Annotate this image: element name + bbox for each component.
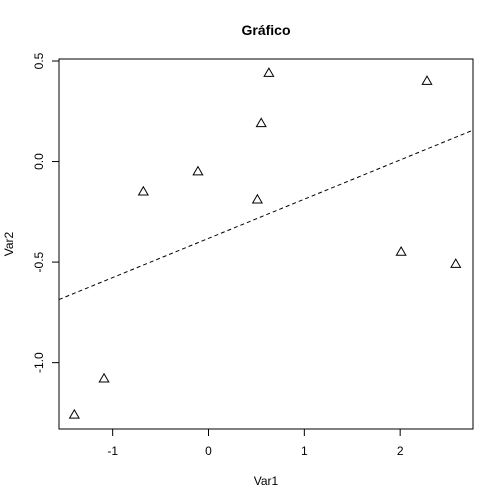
trend-line [58,129,474,301]
data-point [395,246,407,256]
x-axis: -1 0 1 2 [107,429,404,458]
data-point [98,372,110,383]
x-axis-label: Var1 [254,474,279,488]
data-points [68,67,462,419]
x-tick-label: -1 [107,444,118,458]
data-point [263,67,275,77]
y-tick-label: 0.0 [32,153,46,170]
y-axis: -1.0 -0.5 0.0 0.5 [32,52,59,373]
data-point [421,75,433,85]
data-point [68,408,80,419]
chart-title: Gráfico [241,22,290,38]
data-point [192,165,204,176]
x-tick-label: 0 [205,444,212,458]
data-point [450,258,462,268]
x-tick-label: 1 [301,444,308,458]
plot-frame [58,58,474,430]
data-point [251,193,263,204]
y-axis-label: Var2 [2,231,16,256]
x-tick-label: 2 [397,444,404,458]
y-tick-label: -0.5 [32,251,46,272]
y-tick-label: 0.5 [32,52,46,69]
data-point [255,117,267,128]
data-point [137,185,149,196]
y-tick-label: -1.0 [32,352,46,373]
